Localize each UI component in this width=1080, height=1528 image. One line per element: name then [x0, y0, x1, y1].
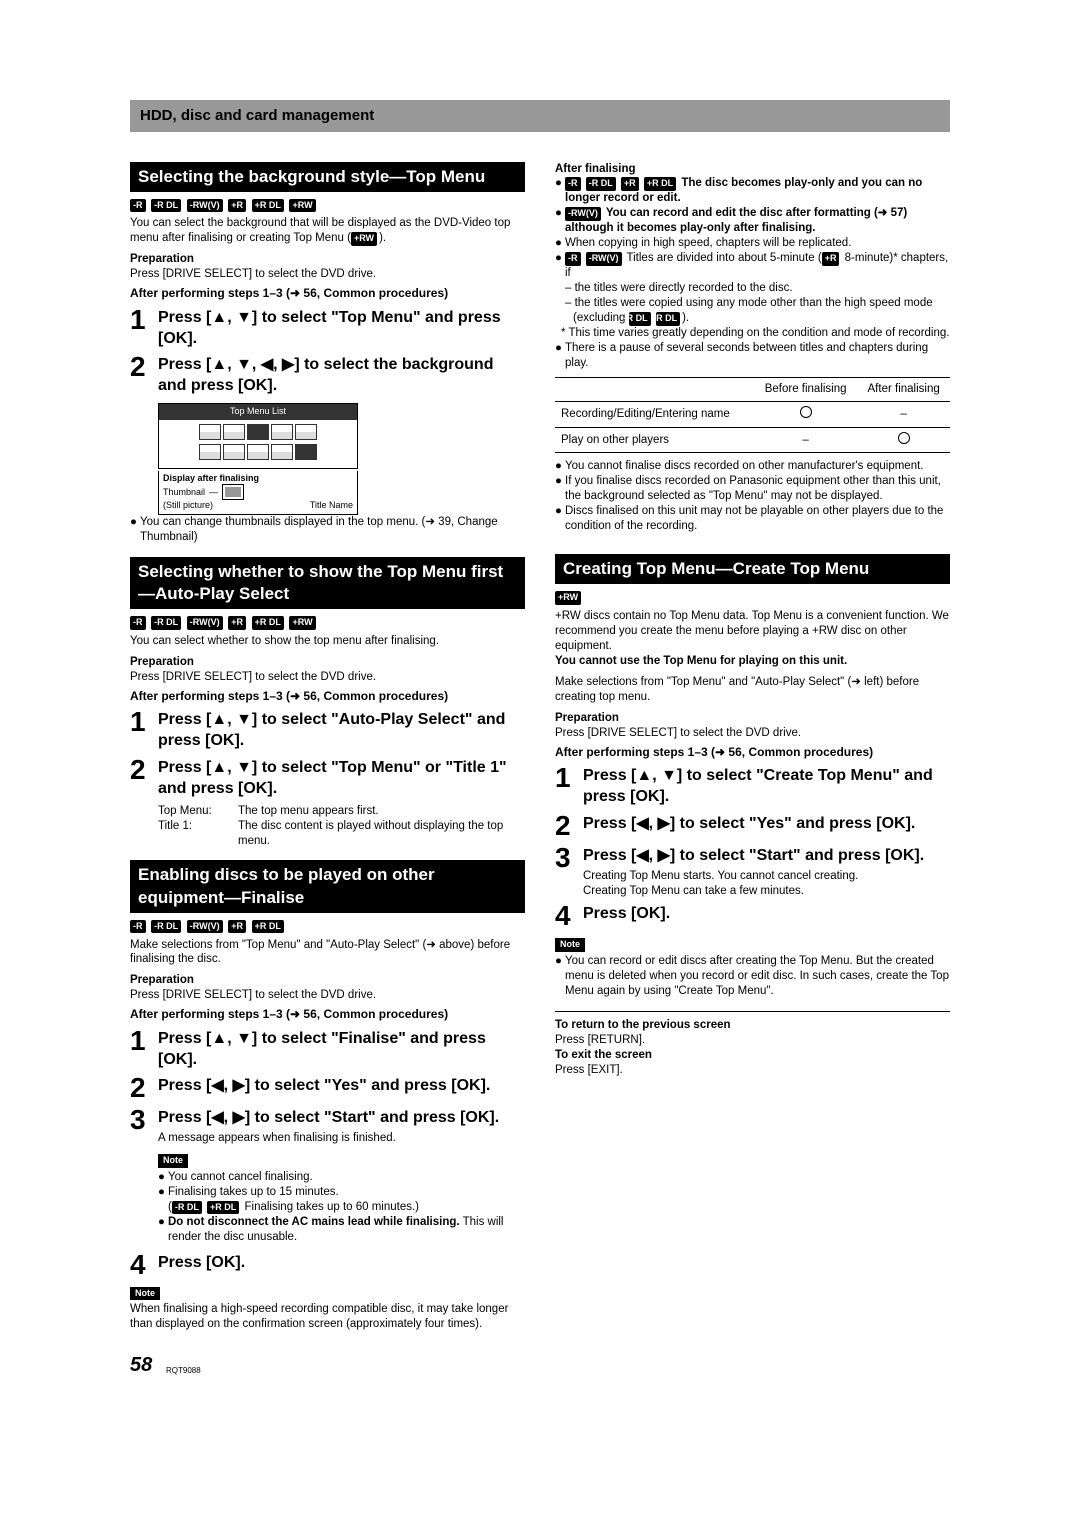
- badge-rwv: -RW(V): [187, 199, 223, 213]
- def-topmenu: Top Menu:The top menu appears first.: [130, 804, 525, 819]
- section1-badges: -R -R DL -RW(V) +R +R DL +RW: [130, 196, 525, 213]
- section3-badges: -R -R DL -RW(V) +R +R DL: [130, 917, 525, 934]
- section1-title: Selecting the background style—Top Menu: [130, 162, 525, 192]
- step-2: 2 Press [▲, ▼, ◀, ▶] to select the backg…: [130, 353, 525, 397]
- badge-r: -R: [130, 199, 146, 213]
- page-header: HDD, disc and card management: [130, 100, 950, 132]
- badge-pr: +R: [228, 199, 246, 213]
- section2-title: Selecting whether to show the Top Menu f…: [130, 557, 525, 609]
- section2-badges: -R -R DL -RW(V) +R +R DL +RW: [130, 613, 525, 630]
- diagram-note: ●You can change thumbnails displayed in …: [130, 515, 525, 545]
- badge-rdl: -R DL: [151, 199, 181, 213]
- prep-label: Preparation: [130, 252, 525, 267]
- finalise-table: Before finalisingAfter finalising Record…: [555, 377, 950, 454]
- content-columns: Selecting the background style—Top Menu …: [130, 162, 950, 1333]
- section1-desc: You can select the background that will …: [130, 216, 525, 246]
- finalise-notes: Note ●You cannot cancel finalising. ●Fin…: [130, 1150, 525, 1244]
- step-2: 2 Press [▲, ▼] to select "Top Menu" or "…: [130, 756, 525, 800]
- badge-prdl: +R DL: [252, 199, 284, 213]
- top-menu-diagram: Top Menu List: [158, 403, 358, 469]
- section3-title: Enabling discs to be played on other equ…: [130, 860, 525, 912]
- prep-text: Press [DRIVE SELECT] to select the DVD d…: [130, 267, 525, 282]
- right-column: After finalising ●-R -R DL +R +R DL The …: [555, 162, 950, 1333]
- after-steps: After performing steps 1–3 (➜ 56, Common…: [130, 286, 525, 302]
- step-1: 1 Press [▲, ▼] to select "Top Menu" and …: [130, 306, 525, 350]
- diagram-footer: Display after finalising Thumbnail — (St…: [158, 471, 358, 515]
- document-id: RQT9088: [166, 1366, 950, 1376]
- badge-prw: +RW: [289, 199, 315, 213]
- section4-title: Creating Top Menu—Create Top Menu: [555, 554, 950, 584]
- step-1: 1 Press [▲, ▼] to select "Auto-Play Sele…: [130, 708, 525, 752]
- after-finalising-head: After finalising: [555, 162, 950, 177]
- section2-desc: You can select whether to show the top m…: [130, 634, 525, 649]
- left-column: Selecting the background style—Top Menu …: [130, 162, 525, 1333]
- def-title1: Title 1:The disc content is played witho…: [130, 819, 525, 849]
